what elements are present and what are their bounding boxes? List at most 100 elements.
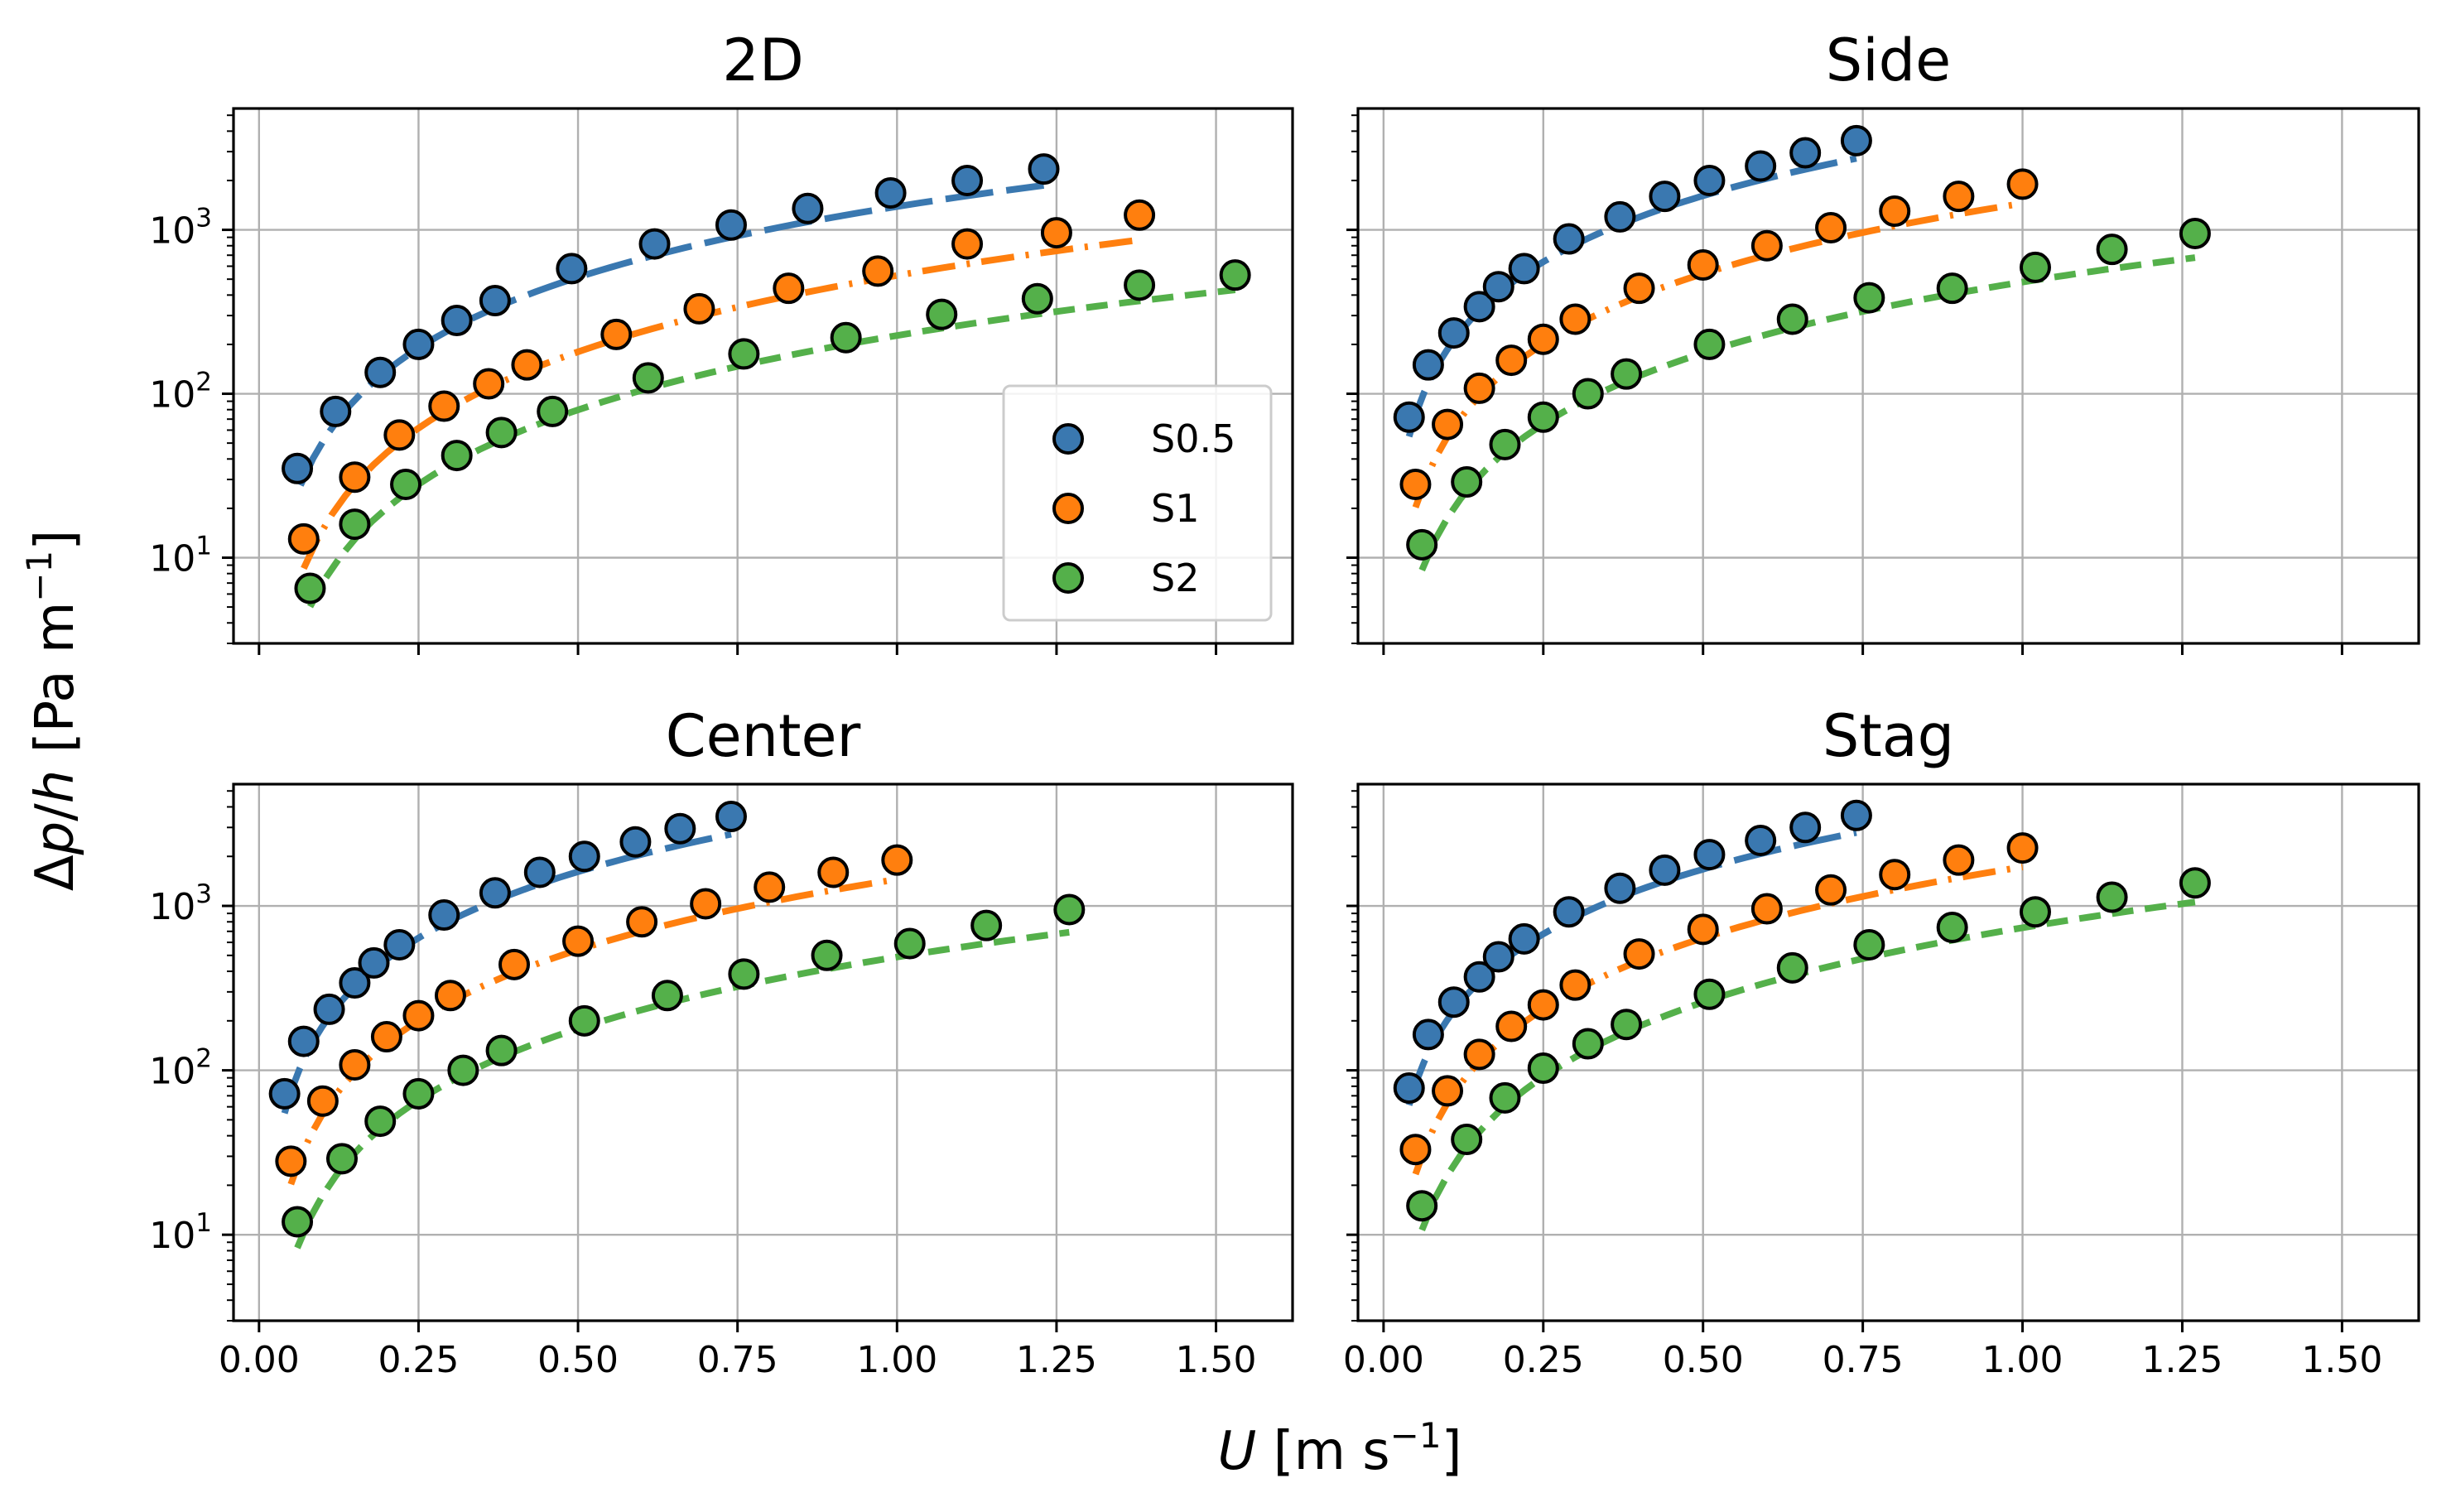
panel-title: Stag [1823,702,1954,770]
data-point-s2 [402,1077,435,1110]
data-point-s05 [1789,811,1822,844]
y-axis-label-slash: / [25,803,86,821]
data-point-s05 [619,826,652,858]
data-point-s2 [1527,401,1559,433]
data-point-s1 [275,1145,307,1177]
data-point-s1 [370,1021,402,1053]
data-point-s2 [339,508,371,541]
data-point-s1 [428,390,460,422]
data-point-s2 [1611,358,1643,390]
data-point-s1 [1750,893,1783,925]
x-tick-label: 0.75 [697,1339,778,1381]
data-point-s1 [2006,168,2039,200]
data-point-s05 [1412,1018,1444,1051]
x-tick-label: 0.25 [378,1339,459,1381]
panel-title: Center [666,702,861,770]
x-axis-label-units: [m s [1256,1421,1389,1482]
data-point-s1 [683,292,715,325]
data-point-s05 [1604,200,1636,233]
data-point-s1 [402,999,435,1032]
data-point-s1 [1943,181,1975,213]
data-point-s05 [1463,961,1495,993]
x-tick-label: 0.50 [1663,1339,1744,1381]
data-point-s2 [651,980,683,1012]
y-tick-label-exp: 1 [195,531,212,561]
x-tick-label: 1.00 [856,1339,937,1381]
data-point-s1 [339,461,371,494]
data-point-s1 [862,255,894,287]
data-point-s05 [428,899,460,932]
x-tick-label: 0.00 [219,1339,300,1381]
y-tick-label: 101 [149,531,212,580]
data-point-s2 [1936,911,1968,943]
data-point-s2 [294,572,326,604]
data-point-s1 [1399,468,1432,500]
data-point-s2 [1053,893,1086,926]
data-point-s1 [1623,938,1655,970]
data-point-s1 [1559,303,1591,335]
data-point-s05 [358,946,390,979]
data-point-s1 [1687,913,1719,946]
y-tick-label-base: 10 [149,886,195,928]
data-point-s2 [2019,896,2051,928]
y-tick-label: 102 [149,1044,212,1093]
data-point-s2 [1489,428,1521,460]
data-point-s2 [1611,1009,1643,1041]
x-axis-label-exp: −1 [1390,1415,1442,1456]
data-point-s1 [817,856,850,888]
data-point-s05 [523,856,556,888]
x-tick-label: 0.00 [1343,1339,1424,1381]
x-tick-label: 0.25 [1503,1339,1584,1381]
panel-center: 0.00 0.25 0.50 0.75 1.00 1.25 1.50101102103Cen… [149,702,1294,1381]
y-tick-label-exp: 3 [195,879,212,909]
legend-marker [1052,493,1084,524]
y-tick-label-exp: 1 [195,1208,212,1238]
data-point-s2 [1124,269,1156,301]
data-point-s1 [434,980,466,1012]
data-point-s2 [2019,251,2051,283]
y-axis-label-p: p [25,821,86,856]
data-point-s05 [1745,824,1777,856]
data-point-s2 [830,321,862,354]
data-point-s05 [1840,799,1872,831]
y-axis-label: Δp/h [Pa m−1] [19,530,86,891]
data-point-s1 [1943,844,1975,876]
data-point-s05 [1482,941,1514,973]
y-tick-label: 101 [149,1208,212,1257]
panel-title: 2D [722,26,803,94]
data-point-s1 [1432,1075,1464,1107]
data-point-s1 [1527,989,1559,1021]
data-point-s2 [1451,465,1483,498]
fit-line-s1 [301,236,1140,571]
data-point-s1 [773,272,805,305]
data-point-s1 [754,871,786,903]
data-point-s05 [268,1077,301,1110]
y-tick-label-exp: 2 [195,368,212,397]
data-point-s05 [715,800,747,832]
x-axis-label-close: ] [1442,1421,1462,1482]
x-tick-label: 1.00 [1982,1339,2063,1381]
data-point-s05 [479,877,511,909]
data-point-s1 [881,844,913,876]
data-point-s1 [600,318,633,350]
axes-frame [232,107,1294,645]
data-point-s2 [2096,234,2128,266]
data-point-s05 [364,356,397,388]
data-point-s2 [728,958,760,990]
data-point-s1 [1124,199,1156,231]
data-point-s1 [287,522,320,555]
x-tick-label: 0.75 [1823,1339,1904,1381]
y-tick-label: 103 [149,204,212,253]
data-point-s2 [447,1054,479,1086]
data-point-s2 [1489,1081,1521,1114]
data-point-s05 [1482,271,1514,303]
data-point-s05 [874,176,907,209]
data-point-s1 [1399,1134,1432,1166]
data-point-s1 [498,948,531,980]
data-point-s1 [1432,408,1464,441]
data-point-s1 [1687,249,1719,282]
panel-stag: 0.00 0.25 0.50 0.75 1.00 1.25 1.50 Stag [1343,702,2420,1381]
data-point-s2 [632,362,664,394]
